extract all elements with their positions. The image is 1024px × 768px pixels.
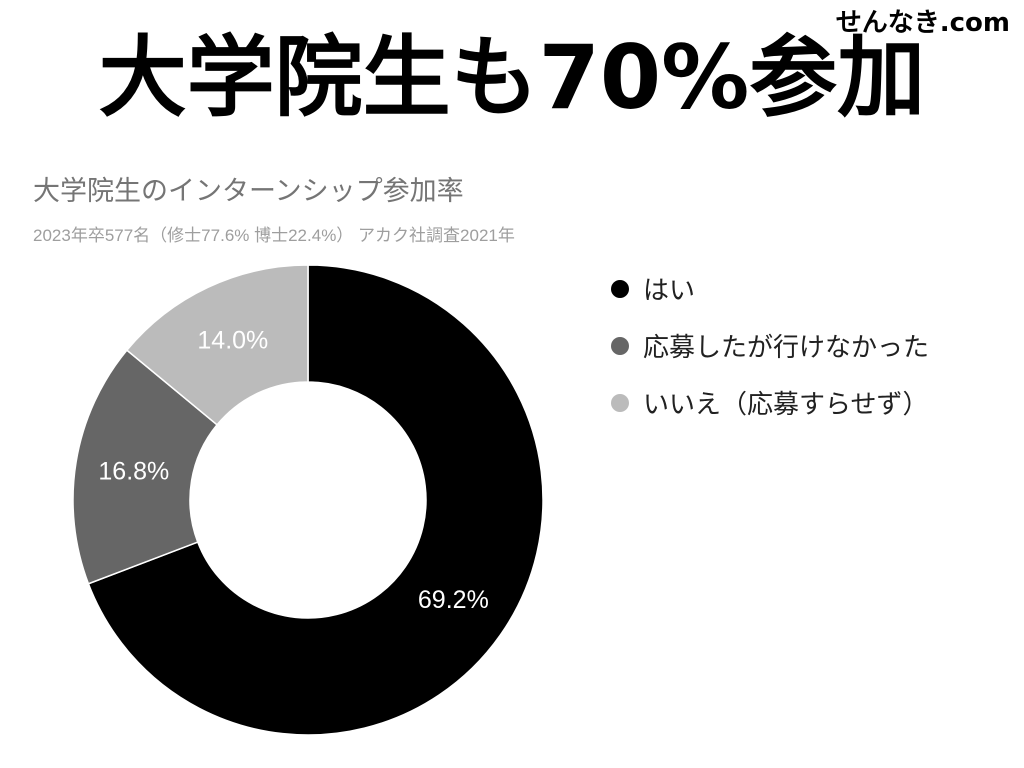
legend-marker-yes (611, 279, 629, 298)
slice-label-1: 69.2% (418, 586, 489, 614)
slice-label-2: 16.8% (98, 457, 169, 485)
site-name: せんなき.com (835, 8, 1010, 38)
slice-label-3: 14.0% (197, 326, 268, 354)
legend-marker-no (611, 393, 629, 412)
donut-slice-3 (125, 264, 309, 426)
legend-item-no: いいえ（応募すらせず） (611, 374, 929, 431)
legend-label-no: いいえ（応募すらせず） (643, 389, 929, 419)
legend-label-yes: はい (643, 275, 696, 305)
donut-chart: 69.2% 16.8% 14.0% (72, 264, 544, 736)
chart-subtitle: 2023年卒577名（修士77.6% 博士22.4%） アカク社調査2021年 (33, 226, 515, 245)
legend-marker-applied-not-attended (611, 336, 629, 355)
slice-labels: 69.2% 16.8% 14.0% (98, 326, 488, 614)
headline: 大学院生も70%参加 (98, 26, 926, 129)
legend-item-applied-not-attended: 応募したが行けなかった (611, 317, 929, 374)
chart-title: 大学院生のインターンシップ参加率 (33, 176, 464, 206)
donut-slice-2 (72, 349, 219, 585)
legend-item-yes: はい (611, 260, 929, 317)
donut-slice-1 (87, 264, 544, 736)
legend-label-applied-not-attended: 応募したが行けなかった (643, 332, 930, 362)
chart-legend: はい 応募したが行けなかった いいえ（応募すらせず） (611, 260, 929, 431)
donut-slices (72, 264, 544, 736)
